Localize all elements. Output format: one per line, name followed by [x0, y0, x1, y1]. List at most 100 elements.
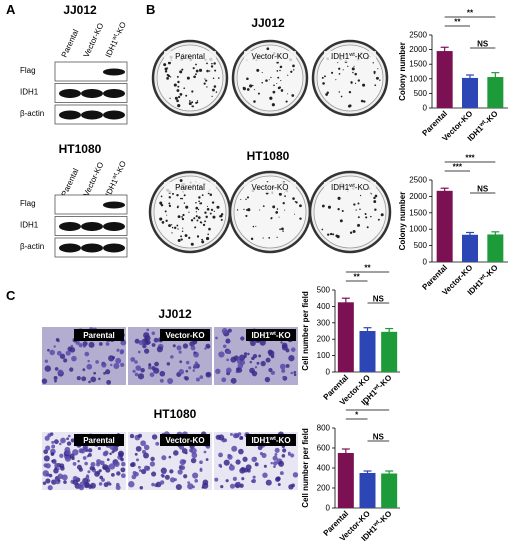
cell	[77, 459, 80, 463]
y-tick-label: 0	[326, 504, 331, 513]
blot-strip	[54, 194, 128, 215]
bar	[381, 331, 398, 372]
colony	[321, 76, 324, 79]
colony	[197, 216, 201, 219]
cell	[251, 370, 258, 377]
cell	[201, 486, 205, 489]
colony	[357, 216, 360, 219]
cell	[51, 440, 55, 444]
cell	[268, 367, 273, 373]
colony	[190, 219, 194, 222]
colony	[191, 101, 194, 104]
lane-label: Vector-KO	[82, 161, 106, 198]
plate-inner	[233, 175, 307, 249]
cell	[72, 449, 79, 456]
cell	[120, 473, 126, 479]
cell	[172, 344, 176, 348]
colony	[245, 198, 247, 201]
cell	[59, 453, 64, 458]
lane-label-part: Parental	[60, 28, 81, 59]
colony	[180, 238, 183, 241]
colony	[362, 83, 366, 87]
cell	[82, 368, 86, 372]
cell	[48, 473, 53, 478]
cell	[115, 482, 120, 487]
cell	[53, 375, 58, 381]
cell	[111, 356, 115, 360]
cell	[270, 370, 275, 375]
y-axis-title: Cell number per field	[301, 428, 310, 508]
cell	[90, 461, 96, 468]
stain-title: JJ012	[158, 307, 192, 321]
cell	[105, 342, 110, 346]
colony	[206, 207, 210, 211]
significance-label: ***	[453, 163, 463, 172]
cell	[120, 457, 124, 461]
cell	[222, 344, 227, 349]
y-tick-label: 0	[326, 368, 331, 377]
cell	[242, 456, 248, 462]
cell	[111, 450, 115, 454]
cell	[265, 357, 271, 363]
colony	[160, 195, 163, 198]
significance-label: **	[467, 9, 474, 18]
cell	[103, 482, 109, 488]
cell	[230, 356, 237, 363]
cell	[137, 373, 145, 380]
cell	[87, 453, 92, 457]
cell	[47, 348, 50, 352]
plate-label-bg	[164, 182, 216, 193]
cell	[215, 368, 221, 375]
colony	[212, 77, 215, 79]
cell	[95, 360, 99, 364]
colony	[337, 62, 339, 64]
lane-label: Parental	[60, 28, 81, 59]
colony	[347, 65, 349, 68]
cell	[45, 463, 51, 469]
cell	[223, 459, 230, 466]
y-tick-label: 2500	[409, 176, 427, 185]
cell	[238, 354, 246, 361]
colony	[181, 197, 184, 200]
colony	[240, 199, 242, 201]
blot-title: JJ012	[63, 3, 97, 17]
colony	[204, 220, 207, 223]
y-tick-label: 500	[414, 89, 428, 98]
colony	[321, 228, 324, 231]
cell	[239, 467, 246, 474]
cell	[229, 463, 233, 466]
cell	[288, 355, 295, 362]
colony	[196, 235, 200, 238]
blot-strip	[54, 61, 128, 82]
colony	[285, 100, 288, 103]
plate-label: Vector-KO	[252, 183, 289, 192]
cell	[195, 377, 200, 382]
cell	[149, 372, 155, 378]
cell	[51, 458, 57, 464]
colony	[246, 88, 250, 91]
colony	[253, 100, 256, 103]
significance-label: *	[366, 402, 370, 411]
cell	[66, 441, 72, 446]
cell	[78, 484, 83, 489]
cell	[58, 442, 62, 446]
colony	[167, 61, 171, 65]
cell	[236, 484, 239, 487]
colony	[242, 86, 245, 89]
y-tick-label: 0	[423, 258, 428, 267]
cell	[44, 365, 51, 372]
colony	[206, 62, 208, 65]
cell	[185, 360, 190, 365]
cell	[82, 341, 88, 347]
cell	[94, 471, 100, 477]
colony	[324, 75, 326, 78]
cell	[53, 345, 56, 348]
lane-label-part: -KO	[114, 21, 128, 38]
colony	[350, 81, 353, 84]
plate-title: JJ012	[251, 16, 285, 30]
cell	[59, 463, 65, 469]
colony	[349, 231, 353, 234]
cell	[205, 343, 211, 349]
colony	[278, 86, 282, 89]
